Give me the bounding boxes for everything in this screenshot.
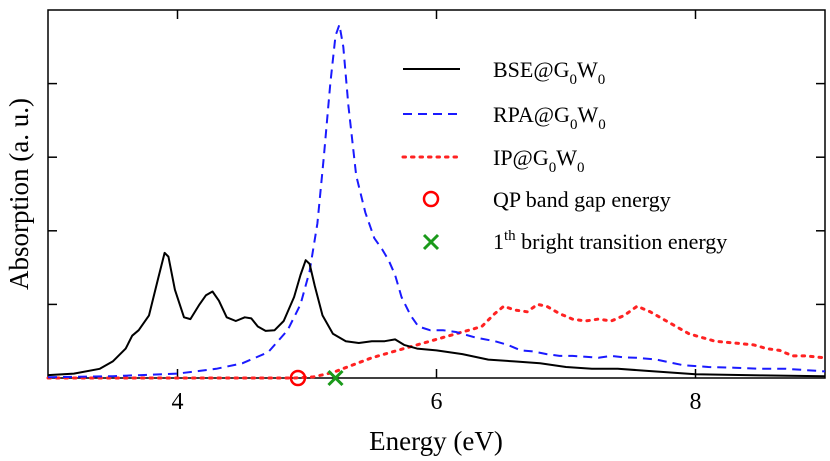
marker-layer — [289, 369, 344, 387]
legend-ip-base2: W — [556, 145, 577, 170]
legend-item-ip: IP@G0W0 — [401, 145, 584, 176]
legend-item-rpa: RPA@G0W0 — [403, 102, 606, 133]
legend-ip-sub1: 0 — [549, 160, 557, 176]
y-axis-label: Absorption (a. u.) — [4, 98, 34, 290]
legend-label-bright-transition: 1th bright transition energy — [493, 228, 727, 254]
legend-bse-sub2: 0 — [598, 72, 606, 88]
x-axis-label: Energy (eV) — [369, 426, 503, 456]
series-line-dotted — [46, 302, 827, 380]
series-line-solid — [47, 251, 826, 378]
legend-item-bright-transition: 1th bright transition energy — [422, 228, 727, 254]
legend-rpa-base1: RPA@G — [493, 102, 570, 127]
y-axis-ticks — [48, 82, 825, 306]
legend-label-rpa: RPA@G0W0 — [493, 102, 606, 133]
legend-ip-sub2: 0 — [577, 160, 585, 176]
series-line-dashed — [47, 23, 826, 379]
legend-rpa-sub1: 0 — [570, 117, 578, 133]
legend-label-ip: IP@G0W0 — [493, 145, 584, 176]
legend-ip-base1: IP@G — [493, 145, 549, 170]
legend-item-qp-gap: QP band gap energy — [422, 187, 671, 212]
legend-rpa-sub2: 0 — [598, 117, 606, 133]
legend-cross-marker-icon — [422, 233, 440, 251]
legend: BSE@G0W0 RPA@G0W0 IP@G0W0 QP band gap en… — [401, 57, 727, 254]
x-tick-label: 8 — [690, 389, 702, 415]
legend-circle-marker-icon — [422, 190, 440, 208]
x-axis-ticks: 4 6 8 — [172, 10, 702, 415]
series-layer — [46, 23, 827, 380]
x-tick-label: 4 — [172, 389, 184, 415]
legend-bright-sup1: th — [504, 228, 516, 244]
legend-bse-sub1: 0 — [570, 72, 578, 88]
legend-bse-base2: W — [577, 57, 598, 82]
legend-item-bse: BSE@G0W0 — [403, 57, 605, 88]
legend-bright-base1: 1 — [493, 229, 504, 254]
legend-rpa-base2: W — [577, 102, 598, 127]
legend-label-bse: BSE@G0W0 — [493, 57, 605, 88]
legend-bright-base2: bright transition energy — [516, 229, 728, 254]
x-tick-label: 6 — [431, 389, 443, 415]
legend-label-qp-gap: QP band gap energy — [493, 187, 671, 212]
qp-band-gap-marker — [289, 369, 307, 387]
legend-bse-base1: BSE@G — [493, 57, 570, 82]
bright-transition-marker — [327, 369, 344, 387]
